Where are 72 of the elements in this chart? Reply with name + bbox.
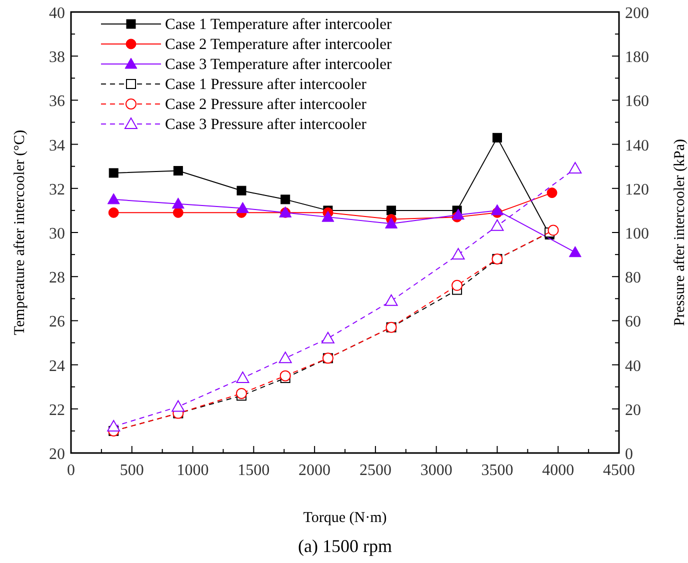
point <box>490 204 504 216</box>
y-tick-label: 22 <box>49 402 65 419</box>
y2-axis-title: Pressure after intercooler (kPa) <box>672 138 688 326</box>
y-tick-label: 26 <box>49 314 65 331</box>
y2-tick-label: 0 <box>625 446 633 463</box>
y2-tick-label: 40 <box>625 358 641 375</box>
point <box>280 370 291 382</box>
x-tick-label: 4500 <box>603 462 635 479</box>
point <box>280 194 290 204</box>
y-tick-label: 20 <box>49 446 65 463</box>
y-tick-label: 28 <box>49 270 65 287</box>
y-axis-title: Temperature after intercooler (°C) <box>12 130 28 336</box>
y2-tick-label: 80 <box>625 270 641 287</box>
point <box>172 400 185 412</box>
y2-tick-label: 140 <box>625 137 649 154</box>
point <box>385 217 398 228</box>
x-tick-label: 1500 <box>238 462 270 479</box>
legend-label: Case 2 Temperature after intercooler <box>165 36 393 53</box>
point <box>321 332 334 344</box>
y-tick-label: 32 <box>49 181 65 198</box>
point <box>384 294 398 306</box>
y2-tick-label: 180 <box>625 49 649 66</box>
point <box>172 207 184 218</box>
x-tick-label: 3500 <box>481 462 514 479</box>
legend-label: Case 1 Temperature after intercooler <box>165 16 393 33</box>
point <box>236 202 249 213</box>
point <box>548 224 559 236</box>
point <box>278 352 292 364</box>
y2-tick-label: 20 <box>625 402 641 419</box>
y-tick-label: 40 <box>49 5 65 22</box>
x-tick-label: 4000 <box>542 462 574 479</box>
legend-label: Case 1 Pressure after intercooler <box>165 76 368 93</box>
point <box>452 248 465 260</box>
legend-label: Case 3 Temperature after intercooler <box>165 56 393 73</box>
y-tick-label: 30 <box>49 226 65 242</box>
point <box>546 188 558 198</box>
y-tick-label: 38 <box>49 49 65 66</box>
point <box>568 246 582 258</box>
y-tick-label: 36 <box>49 93 65 110</box>
point <box>107 193 120 204</box>
y2-tick-label: 160 <box>625 93 649 110</box>
x-tick-label: 2500 <box>359 462 392 479</box>
point <box>452 280 463 291</box>
point <box>236 372 250 384</box>
point <box>172 198 184 209</box>
point <box>108 207 119 218</box>
x-tick-label: 3000 <box>420 462 452 479</box>
y2-tick-label: 100 <box>625 226 649 242</box>
y-tick-label: 34 <box>49 137 65 154</box>
point <box>236 388 247 399</box>
y2-tick-label: 60 <box>625 314 641 331</box>
legend-label: Case 3 Pressure after intercooler <box>165 116 368 133</box>
point <box>108 168 118 178</box>
point <box>386 206 396 216</box>
point <box>490 219 504 231</box>
point <box>452 208 465 220</box>
y2-tick-label: 120 <box>625 181 649 198</box>
x-tick-label: 500 <box>120 462 144 479</box>
legend-label: Case 2 Pressure after intercooler <box>165 96 368 113</box>
x-tick-label: 0 <box>67 462 75 479</box>
point <box>322 210 334 222</box>
point <box>173 166 183 176</box>
x-tick-label: 1000 <box>176 462 209 479</box>
y-tick-label: 24 <box>49 358 65 375</box>
point <box>568 162 582 174</box>
point <box>107 420 120 432</box>
y2-tick-label: 200 <box>625 5 649 22</box>
x-axis-title: Torque (N·m) <box>303 510 387 526</box>
text: (a) 1500 rpm <box>298 536 392 556</box>
point <box>236 186 246 196</box>
point <box>492 132 502 142</box>
x-tick-label: 2000 <box>298 462 331 479</box>
